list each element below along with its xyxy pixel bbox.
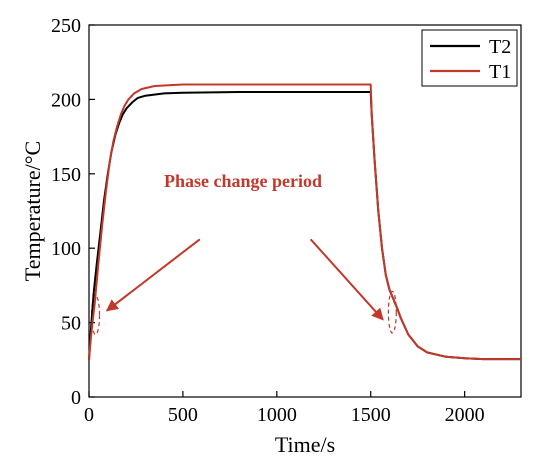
y-tick-label: 150 (51, 164, 81, 186)
series-line-t1 (88, 83, 521, 361)
annotation-arrow (105, 238, 201, 312)
y-tick-label: 0 (71, 387, 81, 409)
series-line-t2 (88, 91, 521, 361)
y-tick-label: 50 (61, 313, 81, 335)
x-tick-label: 1000 (257, 404, 297, 426)
x-tick-label: 500 (168, 404, 198, 426)
x-tick-label: 0 (84, 404, 94, 426)
y-tick-label: 250 (51, 15, 81, 37)
highlight-ellipse (91, 295, 101, 336)
legend: T2 T1 (421, 29, 518, 87)
annotation-phase-change: Phase change period (164, 171, 322, 191)
highlight-ellipse (387, 290, 397, 334)
highlight-regions (91, 290, 397, 336)
legend-box (421, 29, 518, 87)
y-axis-label: Temperature/°C (20, 141, 45, 281)
y-tick-label: 100 (51, 238, 81, 260)
series-lines (88, 83, 521, 361)
x-tick-label: 2000 (445, 404, 485, 426)
ticks: 0 500 1000 1500 2000 0 50 100 150 200 250 (51, 15, 485, 426)
x-tick-label: 1500 (351, 404, 391, 426)
y-tick-label: 200 (51, 89, 81, 111)
annotation-arrows (105, 238, 384, 321)
legend-label-t2: T2 (489, 36, 511, 58)
annotation-arrow (309, 238, 384, 321)
legend-label-t1: T1 (489, 61, 511, 83)
x-axis-label: Time/s (275, 432, 335, 457)
plot-frame (88, 24, 522, 398)
